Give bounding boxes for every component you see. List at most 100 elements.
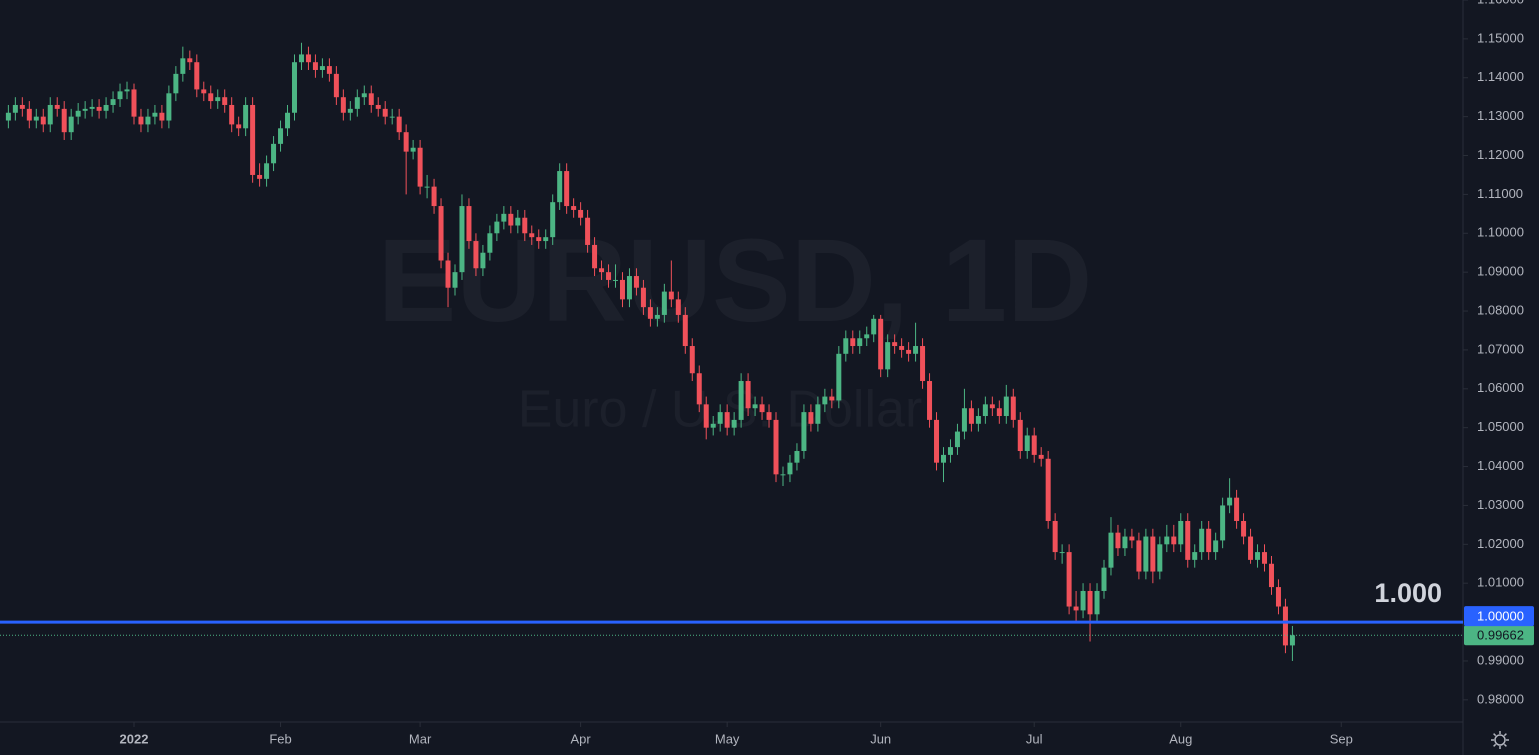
candle-body [250,104,256,175]
candle-body [850,338,856,347]
candle-body [843,338,849,354]
candle-body [396,116,402,133]
candle-body [557,171,563,203]
candle-body [194,62,200,90]
candle-body [836,353,842,401]
candle-body [243,104,249,129]
candle-body [801,412,807,452]
candle-body [1024,435,1030,452]
candle-body [968,408,974,424]
candle-body [578,209,584,218]
candle-body [738,381,744,420]
candle-body [54,104,60,109]
candle-body [689,346,695,374]
candle-body [647,307,653,319]
candle-body [515,217,521,226]
candle-body [1241,520,1247,537]
candle-body [864,334,870,339]
candle-body [305,54,311,63]
candle-body [152,112,158,117]
candle-body [278,128,284,144]
y-tick-label: 1.07000 [1477,341,1524,356]
candle-body [89,106,95,109]
candle-body [33,116,39,121]
candle-body [585,217,591,245]
candle-body [871,318,877,335]
y-tick-label: 1.06000 [1477,380,1524,395]
candle-body [794,451,800,463]
horizontal-line-label: 1.000 [1374,578,1442,608]
candle-body [682,314,688,347]
candle-body [989,404,995,409]
candle-body [1003,396,1009,417]
settings-icon[interactable] [1491,731,1509,749]
candle-body [654,314,660,319]
x-tick-label: Jul [1026,731,1043,746]
x-tick-label: May [715,731,740,746]
candle-body [536,237,542,242]
candle-body [1178,520,1184,545]
horizontal-line-badge [1464,606,1534,627]
candle-body [613,279,619,281]
candle-body [103,104,109,111]
candle-body [1289,635,1295,646]
y-tick-label: 1.04000 [1477,458,1524,473]
candle-body [787,462,793,475]
candle-body [82,108,88,111]
settings-icon-ring [1494,734,1506,746]
candle-body [445,260,451,288]
y-tick-label: 1.08000 [1477,302,1524,317]
candle-body [1227,497,1233,506]
y-tick-label: 1.09000 [1477,264,1524,279]
candle-body [633,276,639,288]
watermark-symbol: EURUSD, 1D [378,215,1093,347]
candle-body [808,412,814,424]
x-tick-label: Feb [269,731,291,746]
candle-body [606,272,612,280]
candle-body [1038,454,1044,459]
candle-body [961,408,967,432]
candle-body [892,342,898,347]
candle-body [1136,540,1142,572]
candle-body [1010,396,1016,420]
y-tick-label: 1.16000 [1477,0,1524,6]
candle-body [166,93,172,121]
y-tick-label: 1.03000 [1477,497,1524,512]
candle-body [780,474,786,476]
y-tick-label: 0.98000 [1477,691,1524,706]
candle-body [927,381,933,420]
y-tick-label: 1.12000 [1477,147,1524,162]
candle-body [222,97,228,105]
candle-body [1248,536,1254,560]
candle-body [180,58,186,74]
candle-body [619,279,625,300]
candle-body [1199,528,1205,553]
candle-body [1164,536,1170,545]
candle-body [731,419,737,428]
candle-body [710,423,716,428]
candle-body [1220,505,1226,541]
candle-body [110,99,116,105]
candle-body [640,287,646,308]
candle-body [920,346,926,382]
y-tick-label: 1.13000 [1477,108,1524,123]
candle-body [40,116,46,125]
candle-body [229,104,235,125]
candle-body [1115,532,1121,549]
candle-body [424,186,430,188]
candle-body [1101,567,1107,591]
candle-body [1073,606,1079,611]
x-tick-label: Aug [1169,731,1192,746]
candle-body [298,54,304,63]
candle-body [145,116,151,125]
candle-body [285,112,291,129]
candle-body [173,73,179,94]
candle-body [766,412,772,420]
candle-body [550,202,556,238]
candle-body [529,233,535,238]
y-tick-label: 1.05000 [1477,419,1524,434]
y-tick-label: 1.15000 [1477,30,1524,45]
last-price-label: 0.99662 [1477,628,1524,643]
candle-body [68,116,74,133]
